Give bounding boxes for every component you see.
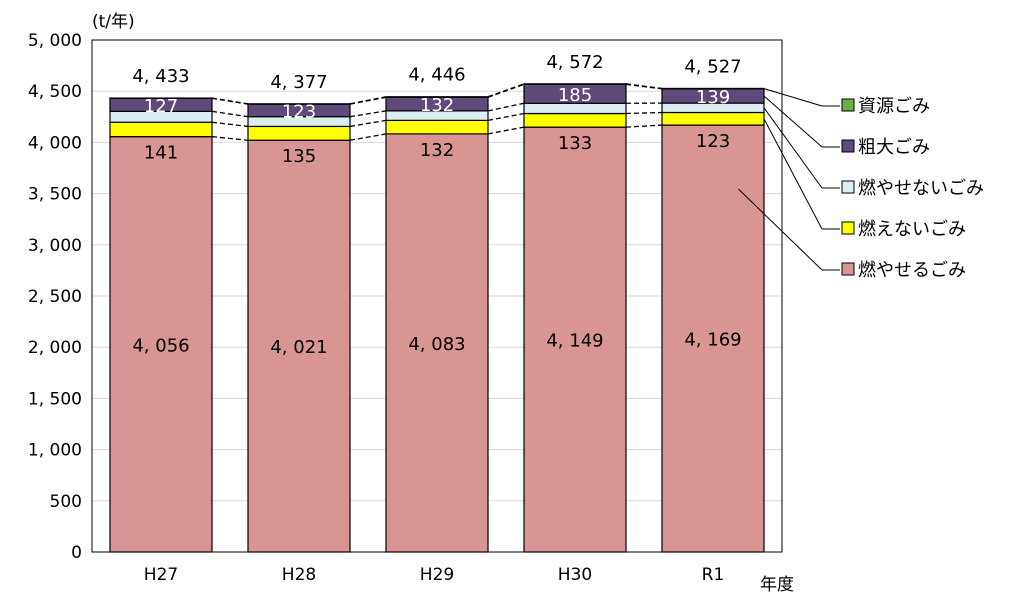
legend-swatch (841, 180, 855, 194)
bar-segment (385, 133, 489, 553)
y-tick-label: 4, 500 (28, 82, 82, 102)
x-tick-label: H27 (144, 565, 178, 585)
bar-segment (385, 119, 489, 135)
total-label: 4, 572 (546, 52, 603, 73)
y-tick-label: 500 (50, 492, 82, 512)
connector-line (487, 102, 525, 112)
y-tick-label: 1, 000 (28, 441, 82, 461)
bar-segment (247, 139, 351, 553)
bar-segment (109, 136, 213, 553)
x-tick-label: R1 (702, 565, 725, 585)
legend-leader-line (763, 107, 823, 189)
bar-segment (109, 121, 213, 138)
bar-segment (523, 83, 627, 85)
plot-frame (91, 39, 783, 553)
connector-line (625, 83, 663, 90)
data-label: 139 (696, 87, 730, 108)
x-tick-label: H30 (558, 565, 592, 585)
connector-line (349, 133, 387, 141)
legend-swatch (841, 139, 855, 153)
data-label: 4, 083 (408, 334, 465, 355)
connector-line (211, 136, 249, 141)
legend-swatch (841, 221, 855, 235)
legend-leader-line (738, 188, 823, 271)
y-tick-label: 1, 500 (28, 389, 82, 409)
data-label: 132 (420, 95, 454, 116)
data-label: 135 (282, 146, 316, 167)
total-label: 4, 433 (132, 66, 189, 87)
total-label: 4, 377 (270, 72, 327, 93)
legend-leader-line (763, 88, 823, 107)
y-tick-label: 3, 500 (28, 185, 82, 205)
data-label: 127 (144, 96, 178, 117)
total-label: 4, 527 (684, 56, 741, 77)
legend-label: 資源ごみ (858, 96, 930, 117)
data-label: 4, 056 (132, 335, 189, 356)
data-label: 123 (282, 101, 316, 122)
connector-line (487, 126, 525, 135)
data-label: 4, 021 (270, 337, 327, 358)
bar-segment (385, 96, 489, 98)
connector-line (211, 110, 249, 118)
connector-line (349, 96, 387, 105)
connector-line (487, 83, 525, 98)
y-tick-label: 4, 000 (28, 133, 82, 153)
legend-leader-line (763, 118, 823, 230)
legend-label: 粗大ごみ (858, 137, 930, 158)
connector-line (625, 111, 663, 115)
legend-swatch (841, 98, 855, 112)
y-tick-label: 3, 000 (28, 236, 82, 256)
bar-segment (523, 126, 627, 553)
data-label: 4, 149 (546, 331, 603, 352)
y-unit-label: (t/年) (92, 12, 135, 32)
axes: 0 500 1, 000 1, 500 2, 000 2, 500 3, 000 3, 500… (28, 31, 783, 585)
x-tick-label: H28 (282, 565, 316, 585)
legend-leader-line (763, 95, 823, 148)
legend-swatch (841, 262, 855, 276)
data-label: 185 (558, 85, 592, 106)
legend-label: 燃やせるごみ (858, 260, 966, 281)
bar-segment (523, 112, 627, 128)
bars (109, 83, 765, 553)
series-connector-lines (211, 83, 663, 141)
y-tick-label: 2, 000 (28, 338, 82, 358)
total-label: 4, 446 (408, 65, 465, 86)
data-label: 133 (558, 133, 592, 154)
bar-segment (661, 124, 765, 553)
y-tick-label: 2, 500 (28, 287, 82, 307)
data-labels: 4, 056 141 127 4, 433 4, 021 135 123 4, 377 4, 0… (132, 52, 741, 358)
x-tick-label: H29 (420, 565, 454, 585)
legend-label: 燃えないごみ (858, 219, 966, 240)
connector-line (349, 110, 387, 118)
legend-label: 燃やせないごみ (858, 178, 984, 199)
connector-line (625, 124, 663, 128)
data-label: 4, 169 (684, 330, 741, 351)
connector-line (487, 112, 525, 122)
connector-line (211, 97, 249, 105)
connector-line (211, 121, 249, 128)
bar-segment (247, 125, 351, 141)
data-label: 141 (144, 143, 178, 164)
data-label: 132 (420, 140, 454, 161)
x-axis-label: 年度 (760, 575, 794, 594)
data-label: 123 (696, 131, 730, 152)
y-tick-label: 5, 000 (28, 31, 82, 51)
connector-line (349, 119, 387, 128)
bar-segment (661, 111, 765, 126)
y-tick-label: 0 (71, 543, 82, 563)
